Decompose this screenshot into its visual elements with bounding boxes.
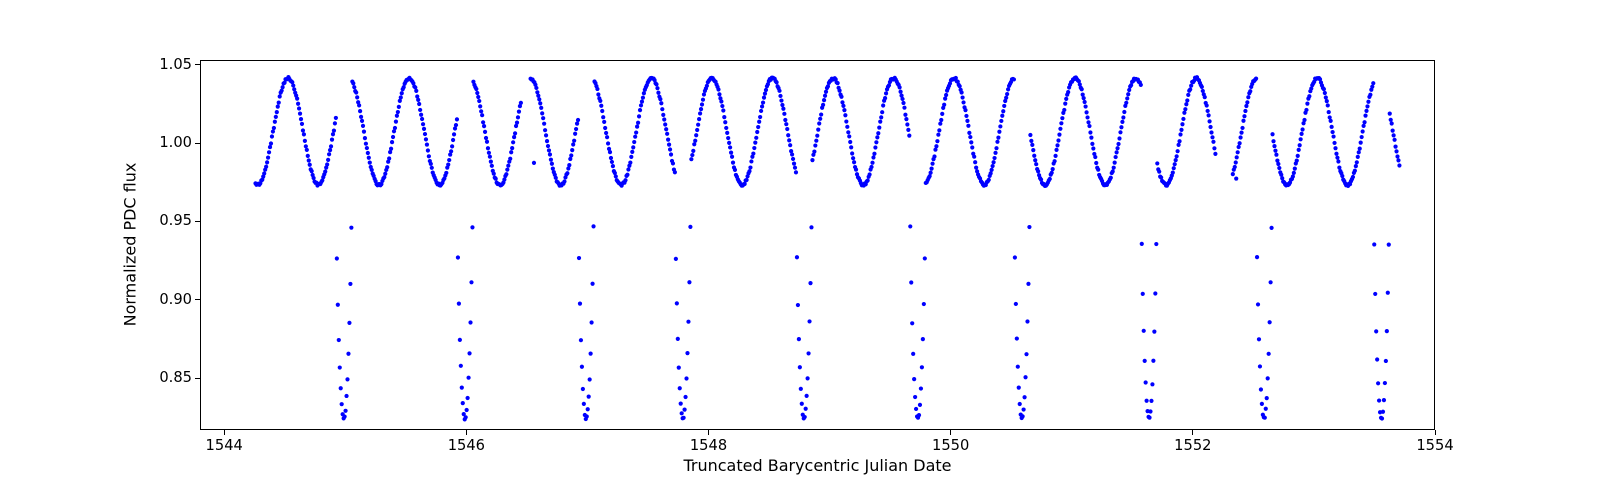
y-tick-mark [195, 221, 200, 222]
y-axis-label: Normalized PDC flux [121, 95, 140, 395]
y-tick-label: 0.95 [150, 212, 192, 229]
x-tick-label: 1550 [926, 437, 976, 454]
x-tick-mark [1192, 430, 1193, 435]
x-tick-label: 1546 [441, 437, 491, 454]
x-tick-mark [708, 430, 709, 435]
x-tick-label: 1554 [1410, 437, 1460, 454]
y-tick-label: 1.05 [150, 56, 192, 73]
x-tick-mark [1435, 430, 1436, 435]
y-tick-label: 1.00 [150, 134, 192, 151]
x-tick-label: 1548 [684, 437, 734, 454]
y-tick-label: 0.90 [150, 291, 192, 308]
scatter-data [201, 61, 1436, 431]
y-tick-mark [195, 378, 200, 379]
x-tick-mark [224, 430, 225, 435]
x-tick-label: 1544 [199, 437, 249, 454]
x-tick-label: 1552 [1168, 437, 1218, 454]
y-tick-mark [195, 64, 200, 65]
y-tick-label: 0.85 [150, 369, 192, 386]
plot-area [200, 60, 1435, 430]
x-axis-label: Truncated Barycentric Julian Date [200, 456, 1435, 475]
y-tick-mark [195, 143, 200, 144]
figure: Truncated Barycentric Julian Date Normal… [0, 0, 1600, 500]
y-tick-mark [195, 299, 200, 300]
x-tick-mark [950, 430, 951, 435]
x-tick-mark [466, 430, 467, 435]
